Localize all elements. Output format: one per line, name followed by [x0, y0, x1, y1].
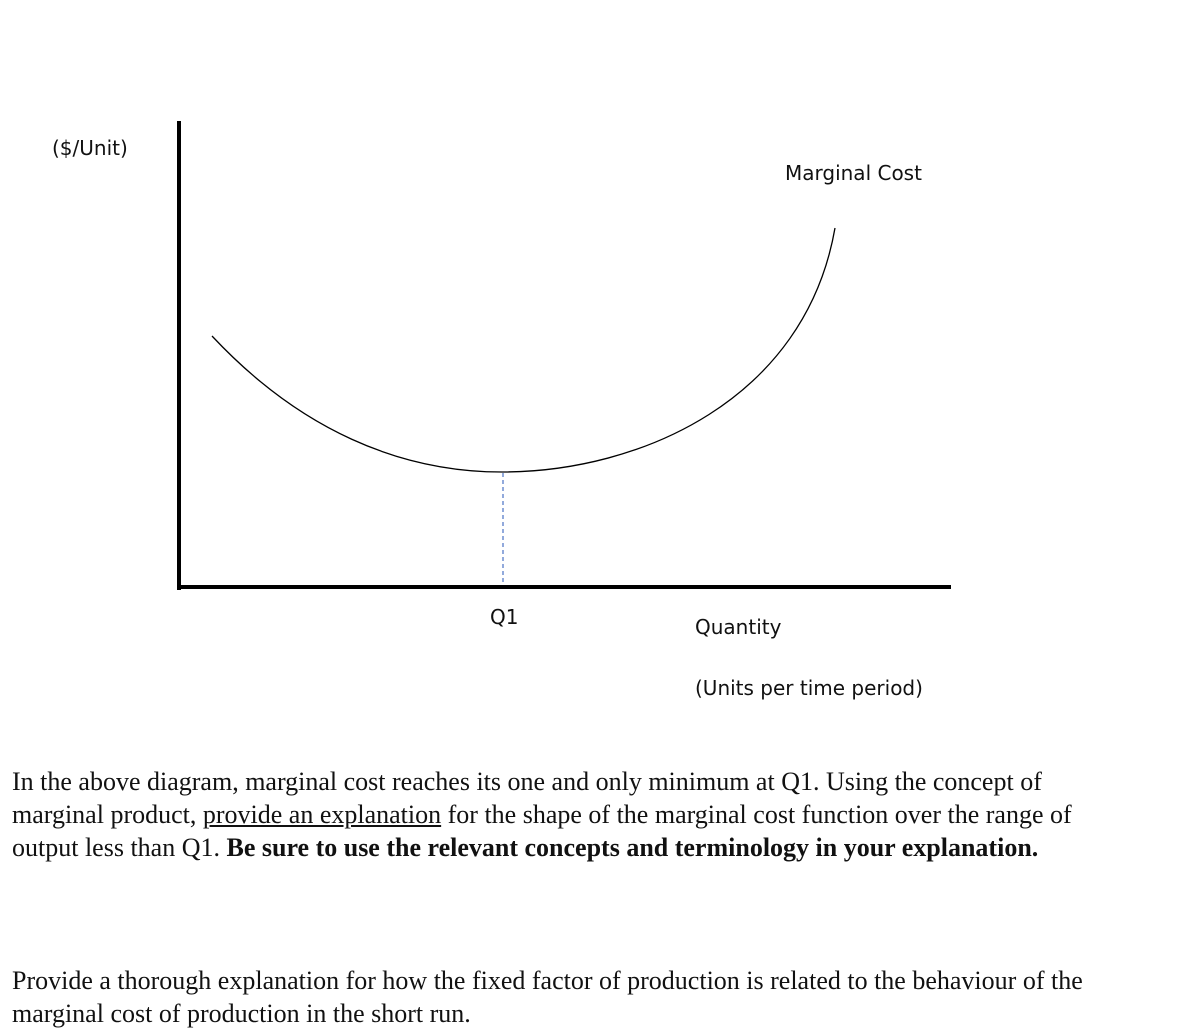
x-axis-label: Quantity [695, 615, 782, 639]
diagram: ($/Unit) Marginal Cost Q1 Quantity (Unit… [52, 121, 951, 700]
q1-label: Q1 [490, 605, 518, 629]
bold-text: Be sure to use the relevant concepts and… [226, 833, 1039, 862]
y-axis-label: ($/Unit) [52, 136, 128, 160]
question-1: In the above diagram, marginal cost reac… [12, 765, 1072, 864]
question-2: Provide a thorough explanation for how t… [12, 964, 1083, 1030]
x-axis-sublabel: (Units per time period) [695, 676, 923, 700]
question-text: for the shape of the marginal cost funct… [441, 800, 1072, 829]
question-text: In the above diagram, marginal cost reac… [12, 767, 1042, 796]
underlined-text: provide an explanation [202, 800, 442, 829]
question-text: marginal product, [12, 800, 203, 829]
marginal-cost-curve [211, 227, 836, 473]
curve-label: Marginal Cost [785, 161, 922, 185]
question-text: marginal cost of production in the short… [12, 999, 471, 1028]
question-text: Provide a thorough explanation for how t… [12, 966, 1083, 995]
question-text: output less than Q1. [12, 833, 227, 862]
